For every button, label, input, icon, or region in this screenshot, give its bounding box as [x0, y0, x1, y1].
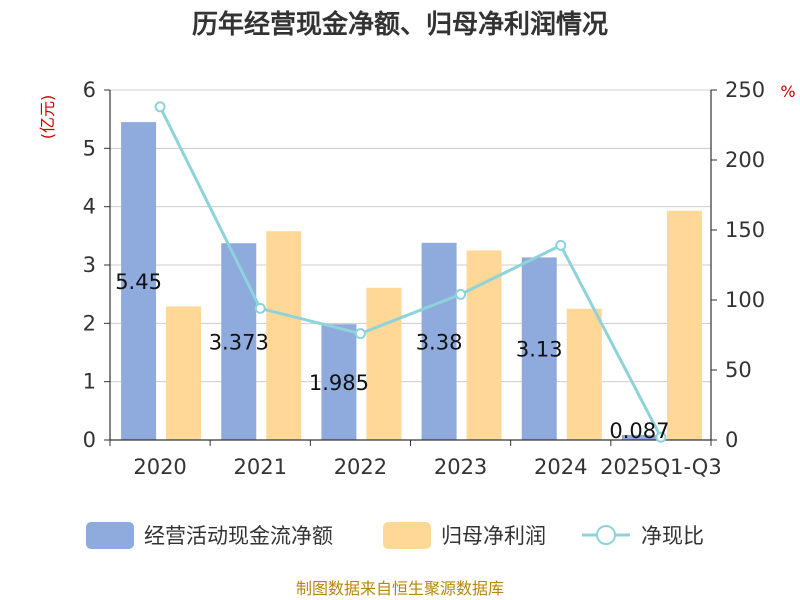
legend: 经营活动现金流净额 归母净利润 净现比	[86, 522, 704, 549]
x-tick-label: 2020	[133, 455, 186, 479]
bar	[621, 434, 657, 440]
axes: 0 1 2 3 4 5 6 0 50 100 150 200 250 2020 2021 2022 2023 20…	[83, 78, 765, 479]
legend-label: 经营活动现金流净额	[144, 524, 333, 548]
bar	[466, 250, 502, 440]
x-tick-label: 2024	[534, 455, 587, 479]
right-tick-label: 50	[725, 358, 752, 382]
right-tick-label: 100	[725, 288, 765, 312]
right-axis-unit: %	[780, 82, 795, 101]
data-label: 0.087	[609, 419, 669, 443]
left-tick-label: 2	[83, 311, 96, 335]
left-axis-unit: (亿元)	[38, 95, 57, 140]
legend-label: 归母净利润	[441, 524, 546, 548]
left-tick-label: 4	[83, 195, 96, 219]
ratio-line	[158, 106, 663, 438]
data-label: 3.13	[516, 338, 563, 362]
right-tick-label: 150	[725, 218, 765, 242]
bars	[121, 122, 702, 440]
x-tick-label: 2022	[334, 455, 387, 479]
bar	[666, 210, 702, 440]
bar	[566, 308, 602, 440]
bar	[321, 324, 357, 440]
bar	[221, 243, 257, 440]
line-point	[455, 288, 467, 300]
bar	[521, 257, 557, 440]
line-point	[254, 302, 266, 314]
line-series	[154, 101, 667, 443]
left-tick-label: 0	[83, 428, 96, 452]
line-point	[354, 328, 366, 340]
data-label: 3.38	[416, 330, 463, 354]
chart-title: 历年经营现金净额、归母净利润情况	[192, 9, 608, 40]
legend-swatch-profit	[383, 522, 431, 549]
bar	[121, 122, 157, 440]
right-tick-label: 0	[725, 428, 738, 452]
left-tick-label: 1	[83, 370, 96, 394]
bar	[166, 306, 202, 440]
x-tick-label: 2025Q1-Q3	[600, 455, 722, 479]
legend-label: 净现比	[641, 524, 704, 548]
left-tick-label: 3	[83, 253, 96, 277]
x-tick-label: 2021	[234, 455, 287, 479]
right-tick-label: 200	[725, 148, 765, 172]
left-tick-label: 6	[83, 78, 96, 102]
data-label: 1.985	[309, 371, 369, 395]
source-note: 制图数据来自恒生聚源数据库	[296, 579, 504, 598]
bar	[421, 242, 457, 440]
x-tick-label: 2023	[434, 455, 487, 479]
line-point	[154, 101, 166, 113]
bar	[366, 287, 402, 440]
legend-swatch-cashflow	[86, 522, 134, 549]
legend-marker-ratio	[596, 525, 616, 545]
bar	[266, 231, 302, 440]
data-label: 3.373	[209, 331, 269, 355]
right-tick-label: 250	[725, 78, 765, 102]
line-point	[555, 239, 567, 251]
data-label: 5.45	[115, 270, 162, 294]
data-labels: 5.45 3.373 1.985 3.38 3.13 0.087	[115, 270, 669, 443]
line-point	[655, 431, 667, 443]
left-tick-label: 5	[83, 136, 96, 160]
